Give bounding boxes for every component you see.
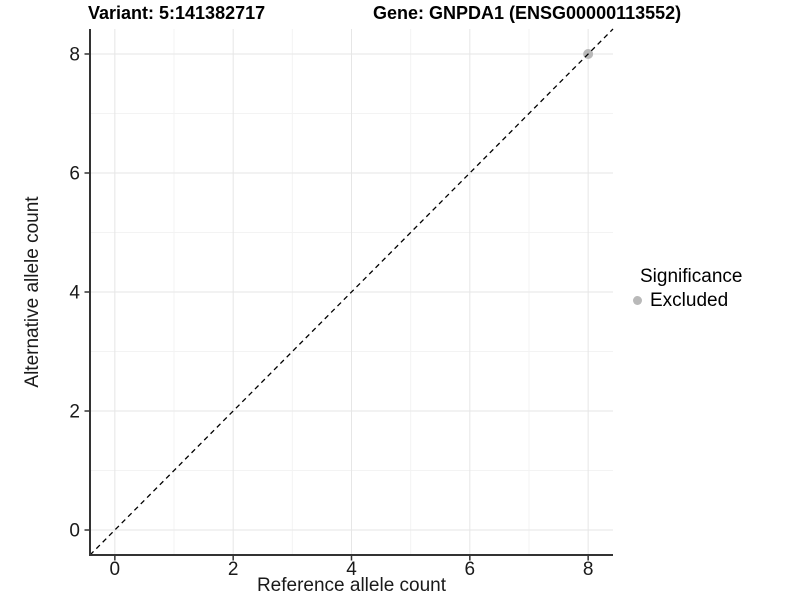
x-axis-title: Reference allele count: [256, 575, 447, 596]
x-tick-label: 4: [346, 559, 357, 580]
y-tick-label: 2: [69, 402, 80, 423]
x-tick-label: 8: [583, 559, 594, 580]
legend-title: Significance: [640, 266, 743, 287]
identity-line: [89, 28, 614, 556]
legend-item-excluded: Excluded: [628, 291, 742, 310]
legend-key: [628, 292, 646, 310]
x-tick-label: 6: [465, 559, 476, 580]
variant-title: Variant: 5:141382717: [88, 3, 266, 23]
x-tick-label: 2: [228, 559, 239, 580]
y-tick-label: 0: [69, 521, 80, 542]
gene-title: Gene: GNPDA1 (ENSG00000113552): [373, 3, 682, 23]
y-tick-label: 8: [69, 44, 80, 65]
y-tick-label: 6: [69, 163, 80, 184]
legend: Significance Excluded: [628, 266, 742, 310]
y-axis-title: Alternative allele count: [22, 196, 43, 388]
y-tick-label: 4: [69, 283, 80, 304]
legend-item-label: Excluded: [650, 290, 729, 311]
x-tick-label: 0: [110, 559, 121, 580]
excluded-point-icon: [632, 296, 642, 305]
